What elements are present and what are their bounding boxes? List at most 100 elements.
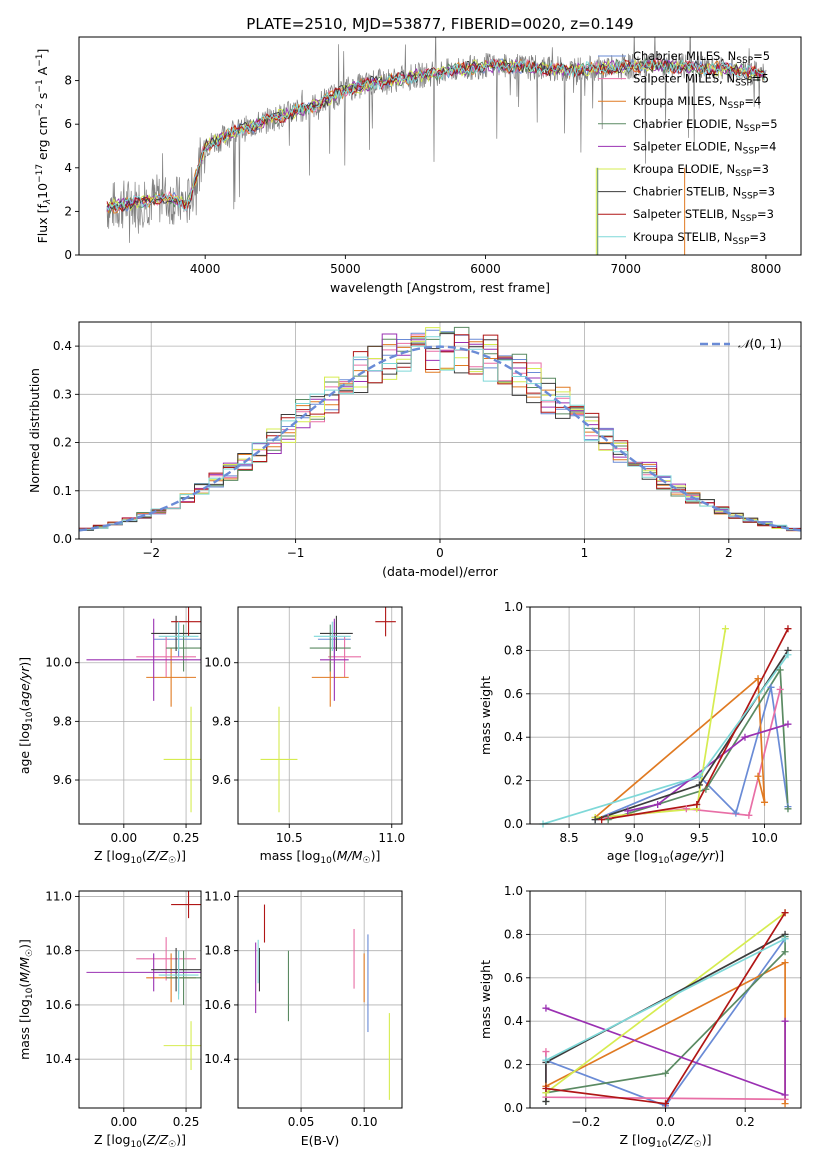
panel-mass-vs-Z: 0.00 0.25 10.4 10.6 10.8 11.0 Z [log10(Z/Z☉)] m…: [17, 889, 202, 1150]
y-tick-label: 11.0: [45, 889, 72, 903]
x-tick-label: 0.00: [110, 831, 137, 845]
legend-label: Kroupa ELODIE, NSSP=3: [633, 162, 769, 179]
x-axis-label: E(B-V): [301, 1133, 340, 1148]
panels: Chabrier MILES, NSSP=5 Salpeter MILES, NS…: [17, 36, 802, 1150]
x-tick-label: 8.5: [560, 831, 579, 845]
plot-area: [79, 607, 201, 824]
x-tick-label: 10.0: [751, 831, 778, 845]
x-tick-label: −1: [287, 546, 305, 560]
y-tick-label: 9.6: [212, 773, 231, 787]
y-tick-label: 0.8: [504, 643, 523, 657]
y-tick-label: 0.6: [504, 687, 523, 701]
data-point-marker: [781, 1091, 789, 1099]
x-tick-label: 2: [725, 546, 733, 560]
plot-area: [530, 607, 801, 824]
model-line-kroupa-miles: [106, 58, 766, 214]
panel-mass-vs-ebv: 0.05 0.10 10.4 10.6 10.8 11.0 E(B-V): [204, 889, 403, 1148]
data-point-marker: [721, 625, 729, 633]
panel-weight-vs-Z: −0.2 0.0 0.2 0.0 0.2 0.4 0.6 0.8 1.0 Z [log10(Z/Z…: [478, 884, 802, 1150]
x-tick-label: 0.00: [110, 1115, 137, 1129]
panel-age-vs-mass: 10.5 11.0 9.6 9.8 10.0 mass [log10(M/M☉)]: [204, 606, 405, 866]
x-axis-label: wavelength [Angstrom, rest frame]: [330, 280, 550, 295]
y-axis-label: Normed distribution: [27, 368, 42, 493]
axes-frame: [529, 606, 802, 825]
x-tick-label: 0.25: [173, 1115, 200, 1129]
axes-frame: [237, 890, 403, 1109]
y-tick-label: 2: [64, 204, 72, 218]
panel-age-vs-Z: 0.00 0.25 9.6 9.8 10.0 Z [log10(Z/Z☉)] age [lo…: [17, 606, 202, 866]
data-point-marker: [776, 666, 784, 674]
x-tick-label: 7000: [610, 262, 641, 276]
x-axis-label: Z [log10(Z/Z☉)]: [620, 1132, 712, 1150]
data-point-marker: [781, 909, 789, 917]
data-point-marker: [542, 1048, 550, 1056]
axes-frame: [78, 606, 202, 825]
plot-area: [238, 607, 402, 824]
x-tick-label: 0: [436, 546, 444, 560]
y-axis-label: Flux [fλ10−17 erg cm−2 s−1 A−1]: [35, 49, 53, 244]
y-tick-label: 0.2: [53, 436, 72, 450]
data-point-marker: [591, 816, 599, 824]
data-point-marker: [662, 1069, 669, 1077]
data-point-marker: [781, 959, 789, 967]
data-point-marker: [542, 1097, 550, 1105]
x-axis-label: mass [log10(M/M☉)]: [260, 848, 381, 866]
data-point-marker: [781, 935, 789, 943]
plot-area: [79, 891, 201, 1108]
panel-weight-vs-age: 8.5 9.0 9.5 10.0 0.0 0.2 0.4 0.6 0.8 1.0 age [log1…: [478, 600, 802, 866]
legend-label: Kroupa MILES, NSSP=4: [633, 94, 761, 111]
y-tick-label: 10.8: [45, 944, 72, 958]
y-tick-label: 1.0: [504, 884, 523, 898]
y-tick-label: 0.3: [53, 387, 72, 401]
y-tick-label: 0.2: [504, 774, 523, 788]
hist-step-kroupa-stelib: [79, 336, 801, 531]
data-point-marker: [784, 625, 792, 633]
y-tick-label: 9.8: [53, 714, 72, 728]
y-tick-label: 6: [64, 117, 72, 131]
y-axis-label: mass weight: [478, 676, 493, 755]
x-axis-label: age [log10(age/yr)]: [607, 848, 724, 866]
data-point-marker: [542, 1004, 550, 1012]
x-tick-label: 11.0: [378, 831, 405, 845]
data-point-marker: [662, 1100, 669, 1108]
data-point-marker: [695, 781, 703, 789]
data-point-marker: [702, 785, 710, 793]
x-tick-label: 10.5: [276, 831, 303, 845]
axes-frame: [78, 890, 202, 1109]
data-point-marker: [682, 805, 690, 813]
y-tick-label: 9.8: [212, 714, 231, 728]
legend-label: 𝒩(0, 1): [738, 337, 782, 351]
data-point-marker: [784, 720, 792, 728]
data-point-marker: [776, 685, 784, 693]
x-tick-label: 0.25: [173, 831, 200, 845]
data-point-marker: [781, 948, 789, 956]
series-line: [545, 912, 786, 1094]
model-line-kroupa-stelib: [106, 58, 766, 212]
y-tick-label: 0: [64, 248, 72, 262]
series-line: [545, 937, 786, 1062]
x-tick-label: 5000: [330, 262, 361, 276]
legend-label: Kroupa STELIB, NSSP=3: [633, 230, 766, 247]
y-tick-label: 4: [64, 161, 72, 175]
data-point-marker: [624, 807, 632, 815]
y-tick-label: 0.0: [504, 817, 523, 831]
data-point-marker: [693, 800, 701, 808]
y-tick-label: 0.8: [504, 927, 523, 941]
y-tick-label: 10.4: [204, 1052, 231, 1066]
legend-label: Chabrier ELODIE, NSSP=5: [633, 117, 778, 134]
data-point-marker: [741, 733, 749, 741]
x-tick-label: 6000: [470, 262, 501, 276]
x-tick-label: 0.2: [736, 1115, 755, 1129]
y-tick-label: 8: [64, 74, 72, 88]
y-tick-label: 10.0: [45, 656, 72, 670]
y-tick-label: 10.4: [45, 1052, 72, 1066]
legend-label: Chabrier MILES, NSSP=5: [633, 49, 770, 66]
axes-frame: [237, 606, 403, 825]
x-tick-label: 0.0: [656, 1115, 675, 1129]
x-tick-label: −2: [142, 546, 160, 560]
x-axis-label: (data-model)/error: [382, 564, 499, 579]
panel-residuals: 𝒩(0, 1) −2 −1 0 1 2 0.0 0.1 0.2 0.3 0.4 (data-model…: [27, 321, 802, 579]
data-point-marker: [754, 772, 762, 780]
y-axis-label: age [log10(age/yr)]: [17, 657, 35, 774]
y-tick-label: 10.8: [204, 944, 231, 958]
